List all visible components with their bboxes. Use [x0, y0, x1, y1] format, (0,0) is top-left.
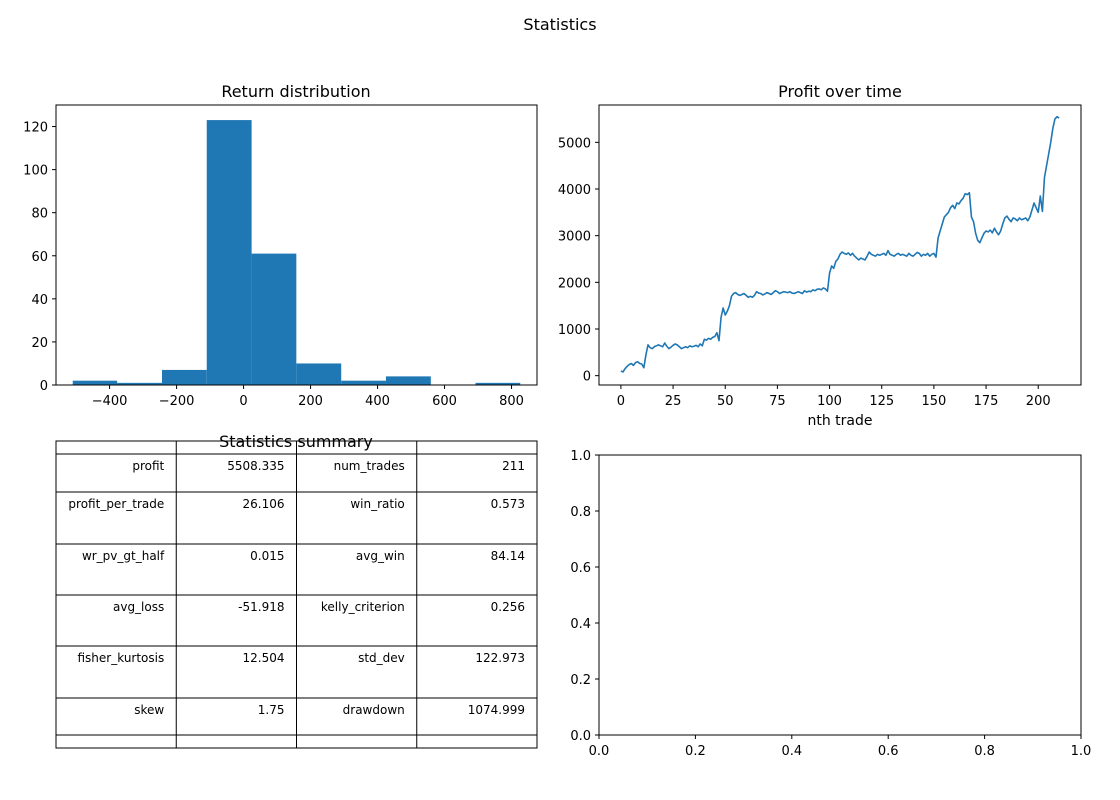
hist-xtick-label: −200: [159, 394, 195, 409]
empty-xtick-label: 1.0: [1071, 744, 1092, 759]
empty-ytick-label: 0.0: [570, 729, 591, 744]
profit-line: [620, 115, 1060, 373]
table-cell: 1074.999: [468, 703, 525, 717]
hist-bar: [385, 376, 431, 385]
table-cell: avg_win: [356, 549, 405, 563]
table-cell: fisher_kurtosis: [78, 651, 165, 665]
line-ytick-label: 4000: [558, 183, 591, 198]
hist-ytick-label: 0: [40, 379, 48, 394]
table-cell: drawdown: [343, 703, 405, 717]
table-cell: 122.973: [475, 651, 525, 665]
hist-axes: −400 −200 0 200 400 600 800 0 20 40 60 80 100 120: [23, 104, 538, 409]
hist-bar: [206, 120, 252, 386]
line-xtick-label: 175: [974, 394, 999, 409]
line-xtick-label: 0: [617, 394, 625, 409]
line-xtick-label: 50: [717, 394, 734, 409]
table-cell: win_ratio: [350, 497, 404, 511]
empty-ytick-label: 0.6: [570, 561, 591, 576]
hist-xtick-label: 400: [365, 394, 390, 409]
line-ytick-label: 5000: [558, 136, 591, 151]
table-cell: 12.504: [243, 651, 285, 665]
hist-xtick-label: 800: [499, 394, 524, 409]
table-cell: 5508.335: [227, 459, 284, 473]
empty-xtick-label: 0.2: [685, 744, 706, 759]
line-xtick-label: 150: [921, 394, 946, 409]
profit-over-time-chart: Profit over time 0 25 50 75 100 125 150 175 2000…: [558, 82, 1082, 429]
line-ytick-label: 1000: [558, 323, 591, 338]
line-xtick-label: 200: [1026, 394, 1051, 409]
empty-ytick-label: 0.4: [570, 617, 591, 632]
hist-ytick-label: 20: [31, 336, 48, 351]
empty-xtick-label: 0.4: [781, 744, 802, 759]
table-cell: 1.75: [258, 703, 285, 717]
hist-xtick-label: 600: [432, 394, 457, 409]
table-cell: -51.918: [238, 600, 284, 614]
hist-frame: [55, 104, 538, 386]
empty-xtick-label: 0.0: [589, 744, 610, 759]
line-xtick-label: 100: [817, 394, 842, 409]
line-axes: 0 25 50 75 100 125 150 175 200010002000300040005…: [558, 104, 1082, 409]
empty-xtick-label: 0.8: [974, 744, 995, 759]
line-xlabel: nth trade: [807, 413, 872, 429]
table-cell: num_trades: [334, 459, 405, 473]
empty-axes-chart: 0.0 0.2 0.4 0.6 0.8 1.0 0.0 0.2 0.4 0.6 0.8 1.0: [570, 449, 1091, 759]
table-cell: 0.256: [491, 600, 525, 614]
table-cell: 0.015: [250, 549, 284, 563]
table-cell: skew: [134, 703, 164, 717]
table-cell: kelly_criterion: [321, 600, 405, 614]
hist-bar: [475, 382, 521, 385]
table-cell: avg_loss: [113, 600, 164, 614]
line-ytick-label: 2000: [558, 276, 591, 291]
hist-bars: [72, 120, 521, 386]
hist-bar: [341, 380, 386, 385]
hist-ytick-label: 60: [31, 250, 48, 265]
line-xtick-label: 125: [869, 394, 894, 409]
hist-ytick-label: 80: [31, 207, 48, 222]
hist-bar: [162, 369, 207, 385]
hist-bar: [251, 253, 297, 385]
line-xtick-label: 75: [769, 394, 786, 409]
table-cell: profit_per_trade: [68, 497, 164, 511]
table-cell: 211: [502, 459, 525, 473]
statistics-summary-table: profit 5508.335 num_trades 211 profit_per_tr…: [55, 432, 538, 749]
hist-ytick-label: 120: [23, 121, 48, 136]
figure-title: Statistics: [523, 15, 596, 34]
hist-bar: [72, 380, 118, 385]
empty-axes: 0.0 0.2 0.4 0.6 0.8 1.0 0.0 0.2 0.4 0.6 0.8 1.0: [570, 449, 1091, 759]
table-cell: profit: [132, 459, 164, 473]
hist-ytick-label: 40: [31, 293, 48, 308]
table-cell: 84.14: [491, 549, 525, 563]
hist-title: Return distribution: [221, 82, 370, 101]
hist-xtick-label: −400: [92, 394, 128, 409]
empty-ytick-label: 0.2: [570, 673, 591, 688]
table-cell: 0.573: [491, 497, 525, 511]
line-ytick-label: 0: [583, 370, 591, 385]
hist-ytick-label: 100: [23, 164, 48, 179]
empty-frame: [598, 454, 1082, 736]
line-ytick-label: 3000: [558, 230, 591, 245]
table-cell: std_dev: [358, 651, 405, 665]
line-xtick-label: 25: [665, 394, 682, 409]
empty-ytick-label: 1.0: [570, 449, 591, 464]
return-distribution-chart: Return distribution −400 −200 0 200 400 600 80…: [23, 82, 538, 409]
table-cell: wr_pv_gt_half: [82, 549, 165, 563]
line-title: Profit over time: [778, 82, 902, 101]
line-frame: [598, 104, 1082, 386]
table-grid: [55, 440, 538, 749]
hist-bar: [117, 382, 163, 385]
hist-xtick-label: 0: [239, 394, 247, 409]
hist-bar: [296, 363, 342, 385]
table-cells: profit 5508.335 num_trades 211 profit_per_tr…: [68, 459, 525, 717]
table-title: Statistics summary: [219, 432, 373, 451]
empty-xtick-label: 0.6: [878, 744, 899, 759]
hist-xtick-label: 200: [298, 394, 323, 409]
table-cell: 26.106: [243, 497, 285, 511]
empty-ytick-label: 0.8: [570, 505, 591, 520]
